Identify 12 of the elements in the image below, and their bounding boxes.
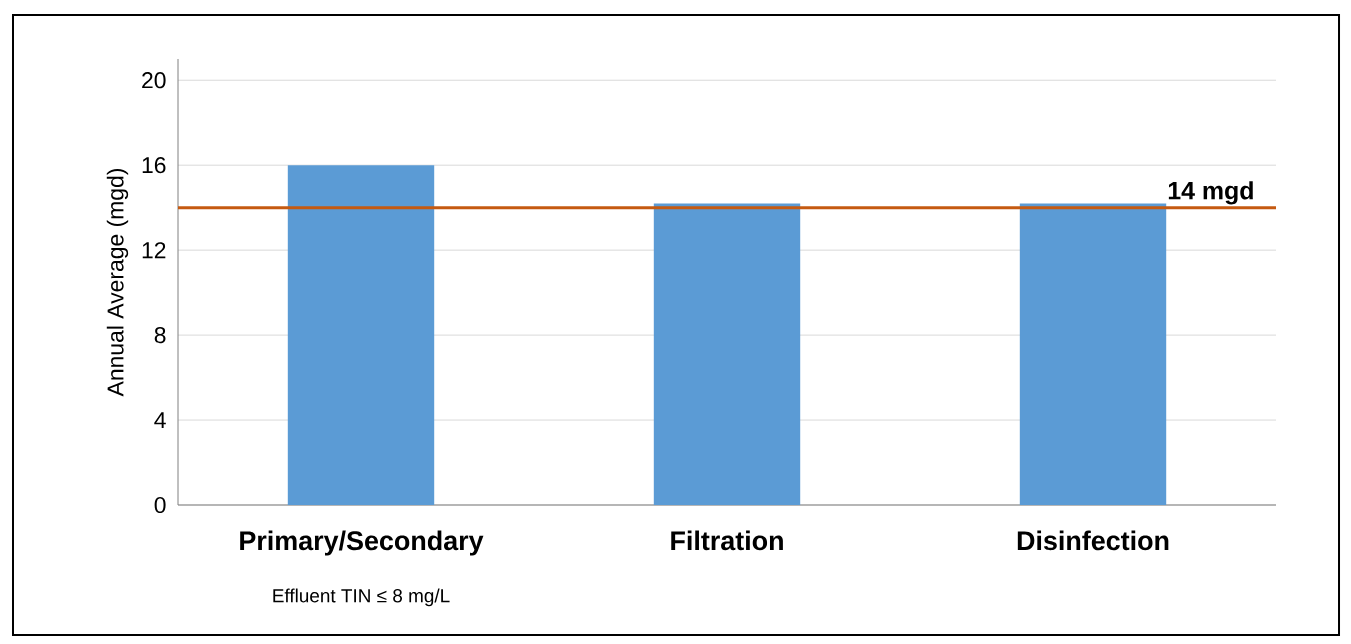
y-tick-label: 12 <box>142 242 166 259</box>
x-tick-label: Disinfection <box>1017 530 1169 551</box>
x-tick-label: Primary/Secondary <box>240 530 484 556</box>
y-tick-label: 0 <box>154 496 166 514</box>
y-tick-label: 4 <box>154 412 166 428</box>
ref-line-label: 14 mgd <box>1168 181 1253 205</box>
y-tick-label: 16 <box>142 157 166 174</box>
text: Effluent TIN ≤ 8 mg/L <box>273 588 450 607</box>
y-tick-label: 20 <box>142 72 166 89</box>
x-tick-label: Filtration <box>671 530 783 551</box>
y-tick-label: 8 <box>154 326 166 344</box>
y-axis-title: Annual Average (mgd) <box>106 169 129 397</box>
